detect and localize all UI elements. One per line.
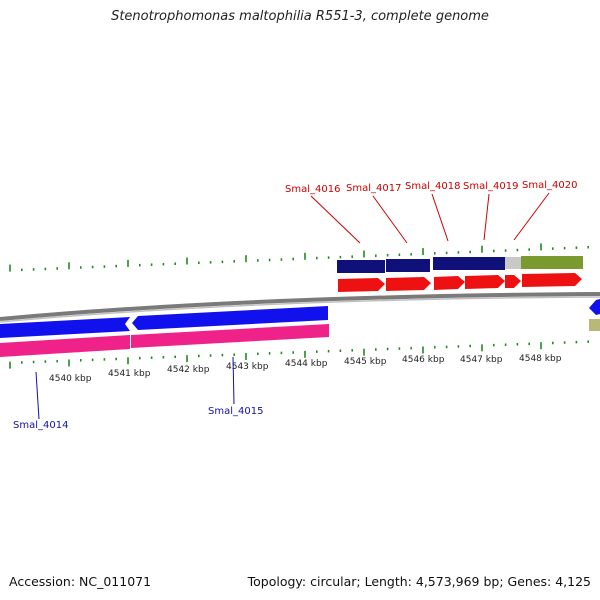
cog-block-olive — [521, 256, 583, 269]
tick-label: 4542 kbp — [167, 365, 210, 375]
leader-line — [372, 195, 408, 244]
gene-label-smal-4014[interactable]: Smal_4014 — [13, 420, 68, 431]
cds-arrow-smal-4014[interactable] — [0, 317, 130, 338]
leader-line — [431, 193, 449, 242]
gene-label-smal-4015[interactable]: Smal_4015 — [208, 406, 263, 417]
tick-label: 4540 kbp — [49, 374, 92, 384]
leader-line — [35, 371, 40, 420]
gene-label-smal-4019[interactable]: Smal_4019 — [463, 181, 518, 192]
backbone-ring-outer — [0, 292, 600, 321]
leader-line — [483, 193, 490, 241]
cog-block-navy-1 — [337, 260, 385, 273]
tick-label: 4548 kbp — [519, 354, 562, 364]
cds-arrow-smal-4018[interactable] — [434, 276, 465, 290]
leader-line — [232, 356, 235, 405]
backbone-ring-inner — [0, 296, 600, 323]
leader-line — [513, 192, 550, 241]
cds-arrow-right-edge[interactable] — [589, 299, 600, 315]
cog-block-grey — [505, 257, 521, 269]
cog-block-khaki-right — [589, 319, 600, 331]
tick-label: 4544 kbp — [285, 359, 328, 369]
tick-label: 4545 kbp — [344, 357, 387, 367]
cog-block-pink-1 — [0, 335, 130, 357]
cog-block-pink-2 — [131, 324, 329, 348]
genome-title: Stenotrophomonas maltophilia R551-3, com… — [111, 9, 489, 24]
outer-tick-track — [9, 243, 590, 272]
cds-arrow-smal-4015[interactable] — [132, 306, 328, 330]
tick-label: 4547 kbp — [460, 355, 503, 365]
forward-gene-labels: Smal_4016 Smal_4017 Smal_4018 Smal_4019 … — [285, 180, 577, 244]
accession-text: Accession: NC_011071 — [9, 574, 152, 589]
cds-arrow-smal-4019b[interactable] — [505, 275, 521, 288]
tick-label: 4541 kbp — [108, 369, 151, 379]
genome-summary-text: Topology: circular; Length: 4,573,969 bp… — [247, 574, 591, 589]
cog-block-navy-2 — [386, 259, 430, 272]
cds-arrow-smal-4020[interactable] — [522, 273, 582, 287]
cds-arrow-smal-4016[interactable] — [338, 278, 385, 292]
axis-labels: 4540 kbp 4541 kbp 4542 kbp 4543 kbp 4544… — [49, 354, 562, 384]
gene-label-smal-4017[interactable]: Smal_4017 — [346, 183, 401, 194]
gene-label-smal-4020[interactable]: Smal_4020 — [522, 180, 577, 191]
inner-tick-track — [9, 340, 590, 369]
reverse-gene-labels: Smal_4014 Smal_4015 — [13, 356, 263, 431]
gene-label-smal-4016[interactable]: Smal_4016 — [285, 184, 340, 195]
tick-label: 4543 kbp — [226, 362, 269, 372]
cog-block-navy-3 — [433, 257, 505, 270]
cds-arrow-smal-4017[interactable] — [386, 277, 431, 291]
leader-line — [310, 195, 361, 244]
gene-label-smal-4018[interactable]: Smal_4018 — [405, 181, 460, 192]
tick-label: 4546 kbp — [402, 355, 445, 365]
cds-arrow-smal-4019[interactable] — [465, 275, 505, 289]
